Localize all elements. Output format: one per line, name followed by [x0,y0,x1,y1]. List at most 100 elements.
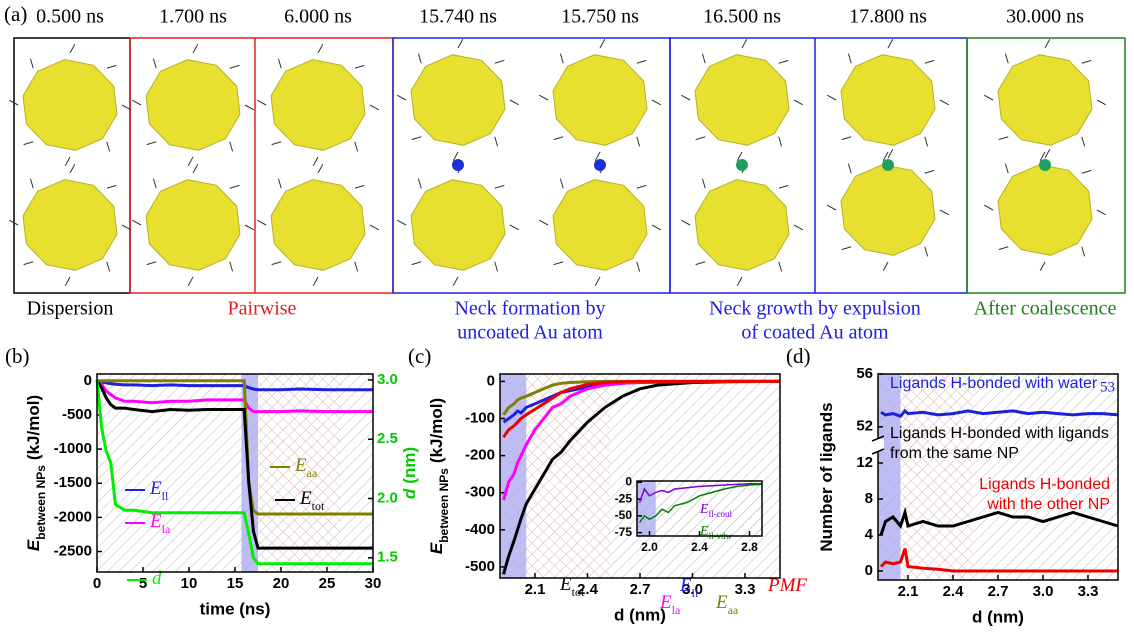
ligand [847,53,852,64]
ligand [8,219,19,226]
series-name: E [715,592,728,613]
hatch-span [258,374,341,572]
ligand [559,178,564,189]
ligand [599,38,606,49]
ligand [277,58,282,69]
series-line [638,483,763,524]
series-subscript: tot [572,585,585,599]
x-tick-label: 2.1 [898,583,919,600]
series-name: E [294,455,307,476]
ligand [64,276,71,287]
plot-background [637,481,762,536]
ligand [983,94,994,101]
y-label-symbol: E [427,542,446,554]
ligand [651,224,662,231]
caption: Neck growth by expulsion [709,298,921,320]
series-subscript: la [672,603,681,617]
ligand [277,178,282,189]
series-subscript: ll-coul [709,509,733,519]
ligand [998,246,1009,251]
series-name: E [659,592,672,613]
y-label-unit: (kJ/mol) [427,398,446,463]
hatch-span [900,374,973,580]
ligand [244,104,255,111]
series-line [96,379,373,392]
series-label: Etot [299,488,325,512]
y-label-unit: (kJ/mol) [24,395,43,460]
ligand [1004,53,1009,64]
time-label: 6.000 ns [284,6,352,28]
ligand [417,178,422,189]
ligand [411,136,422,141]
ligand [192,163,199,174]
ligand [396,219,407,226]
ligand [636,136,641,147]
series-name: E [559,574,572,595]
ligand [106,261,111,272]
x-tick-label: 2.1 [525,581,546,598]
ligand [146,141,157,146]
ligand [1044,38,1051,49]
ligand [680,219,691,226]
y2-axis-label: d (nm) [400,447,419,499]
nanoparticle [840,54,936,146]
ligand [131,219,142,226]
ligand [736,276,743,287]
nanoparticle [270,179,366,271]
time-label: 1.700 ns [159,6,227,28]
nanoparticle [410,54,506,146]
neck-atom [882,159,894,171]
panel-label: (c) [408,344,431,368]
ligand [882,261,889,272]
ligand [494,184,505,189]
x-tick-label: 0 [93,575,101,592]
ligand [417,53,422,64]
caption: Dispersion [27,298,114,320]
y-axis-label: Ebetween NPs (kJ/mol) [427,398,451,554]
y-tick-label: 52 [856,418,873,435]
series-line [638,482,762,503]
nanoparticle [270,59,366,151]
series-label: with the other NP [986,496,1110,513]
series-name: E [149,478,162,499]
ligand [494,59,505,64]
x-tick-label: 2.8 [741,540,758,554]
x-tick-label: 2.4 [691,540,708,554]
ligand [793,99,804,106]
neck-atom [736,159,748,171]
time-label: 16.500 ns [703,6,781,28]
ligand [636,184,647,189]
y-tick-label: -50 [615,508,633,522]
x-tick-label: 10 [181,575,198,592]
y-tick-label: 56 [856,365,873,382]
ligand [695,261,706,266]
ligand [701,53,706,64]
y2-tick-label: 2.5 [377,430,398,447]
y-tick-label: -75 [615,525,633,539]
y-tick-label: 0 [84,372,92,389]
y-tick-label: 0 [865,562,873,579]
y2-tick-label: 2.0 [377,489,398,506]
annotation: 53 [1100,379,1115,395]
x-tick-label: 2.4 [943,583,965,600]
x-tick-label: 3.0 [1033,583,1054,600]
ligand [847,163,852,174]
ligand [452,276,459,287]
time-label: 30.000 ns [1006,6,1084,28]
series-line [96,379,373,414]
series-name: E [149,511,162,532]
ligand [509,99,520,106]
x-tick-label: 15 [227,575,244,592]
ligand [887,148,894,159]
ligand [1081,169,1092,174]
ligand [998,136,1009,141]
ligand [369,104,380,111]
ligand [841,246,852,251]
nanoparticle [997,164,1093,256]
ligand [106,141,111,152]
ligand [695,136,706,141]
x-tick-label: 30 [365,575,382,592]
series-line [502,379,781,575]
series-line [97,379,373,516]
